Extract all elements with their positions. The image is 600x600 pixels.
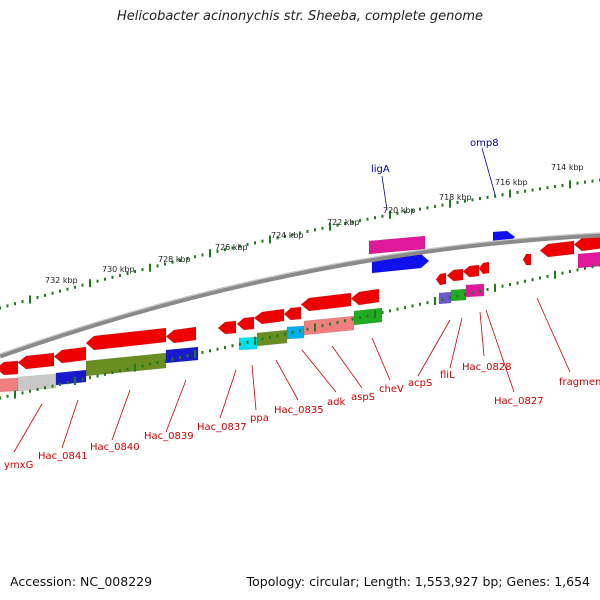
gene-label: cheV [379,384,404,395]
gene-arrow [17,352,55,370]
gene-arrow [165,326,197,344]
label-pointer [536,297,571,373]
genome-title: Helicobacter acinonychis str. Sheeba, co… [116,9,483,24]
gene-block [256,329,288,347]
label-pointer [219,369,237,419]
gene-block [465,283,485,298]
scale-label: 716 kbp [495,178,528,187]
gene-arrow [253,308,285,325]
gene-arrow [53,346,87,364]
gene-arrow [300,292,352,312]
scale-label: 722 kbp [327,218,360,227]
label-pointer [301,349,337,393]
gene-arrow [217,320,237,335]
gene-label: Hac_0835 [274,405,324,416]
gene-arrow [435,272,447,286]
gene-magenta-right [577,251,600,269]
gene-label: Hac_0839 [144,431,194,442]
gene-label: Hac_0828 [462,362,512,373]
scale-label: 726 kbp [215,243,248,252]
genome-backbone-highlight [0,232,600,355]
label-pointer [481,147,497,199]
label-pointer [275,359,299,401]
gene-arrow [573,235,600,252]
scale-label: 714 kbp [551,163,584,172]
gene-block [165,346,199,364]
gene-label: adk [327,397,345,408]
gene-block [55,369,87,386]
gene-arrow [522,253,532,266]
gene-label: Hac_0840 [90,442,140,453]
gene-block [85,352,167,377]
gene-arrow [462,264,480,278]
gene-label: Hac_0837 [197,422,247,433]
gene-label: fliL [440,370,455,381]
gene-arrow [0,360,19,376]
gene-label: fragment 2 [559,377,600,388]
scale-label: 724 kbp [271,231,304,240]
scale-label: 730 kbp [102,265,135,274]
gene-arrow [539,240,575,258]
genome-backbone [0,232,600,359]
scale-label: 732 kbp [45,276,78,285]
gene-arrow [350,288,380,306]
label-pointer [371,337,391,381]
genome-summary: Topology: circular; Length: 1,553,927 bp… [246,574,590,589]
scale-label: 720 kbp [383,206,416,215]
gene-label: Hac_0827 [494,396,544,407]
gene-arrow [446,268,464,282]
gene-arrow [283,306,302,321]
gene-block [0,377,19,393]
gene-block [438,291,452,305]
gene-label-top: ligA [371,164,390,175]
label-pointer [479,311,485,357]
gene-label: Hac_0841 [38,451,88,462]
label-pointer [381,175,388,211]
scale-label: 728 kbp [158,255,191,264]
label-pointer [251,364,257,411]
label-pointer [417,319,451,377]
gene-arrow [236,316,255,331]
gene-block [17,373,57,392]
gene-label: ppa [250,413,269,424]
gene-label: ymxG [4,460,33,471]
scale-label: 718 kbp [439,193,472,202]
gene-label: aspS [351,392,375,403]
accession-label: Accession: NC_008229 [10,574,153,589]
label-pointer [449,317,463,369]
gene-block [286,325,305,340]
gene-arrow [478,261,490,275]
label-pointer [61,399,79,449]
gene-label: acpS [408,378,432,389]
label-pointer [331,345,363,389]
label-pointer [111,389,131,441]
label-pointer [165,379,187,433]
label-pointer [13,403,43,453]
label-pointer [485,309,515,393]
gene-arrow [85,327,167,351]
gene-label-top: omp8 [470,138,499,149]
